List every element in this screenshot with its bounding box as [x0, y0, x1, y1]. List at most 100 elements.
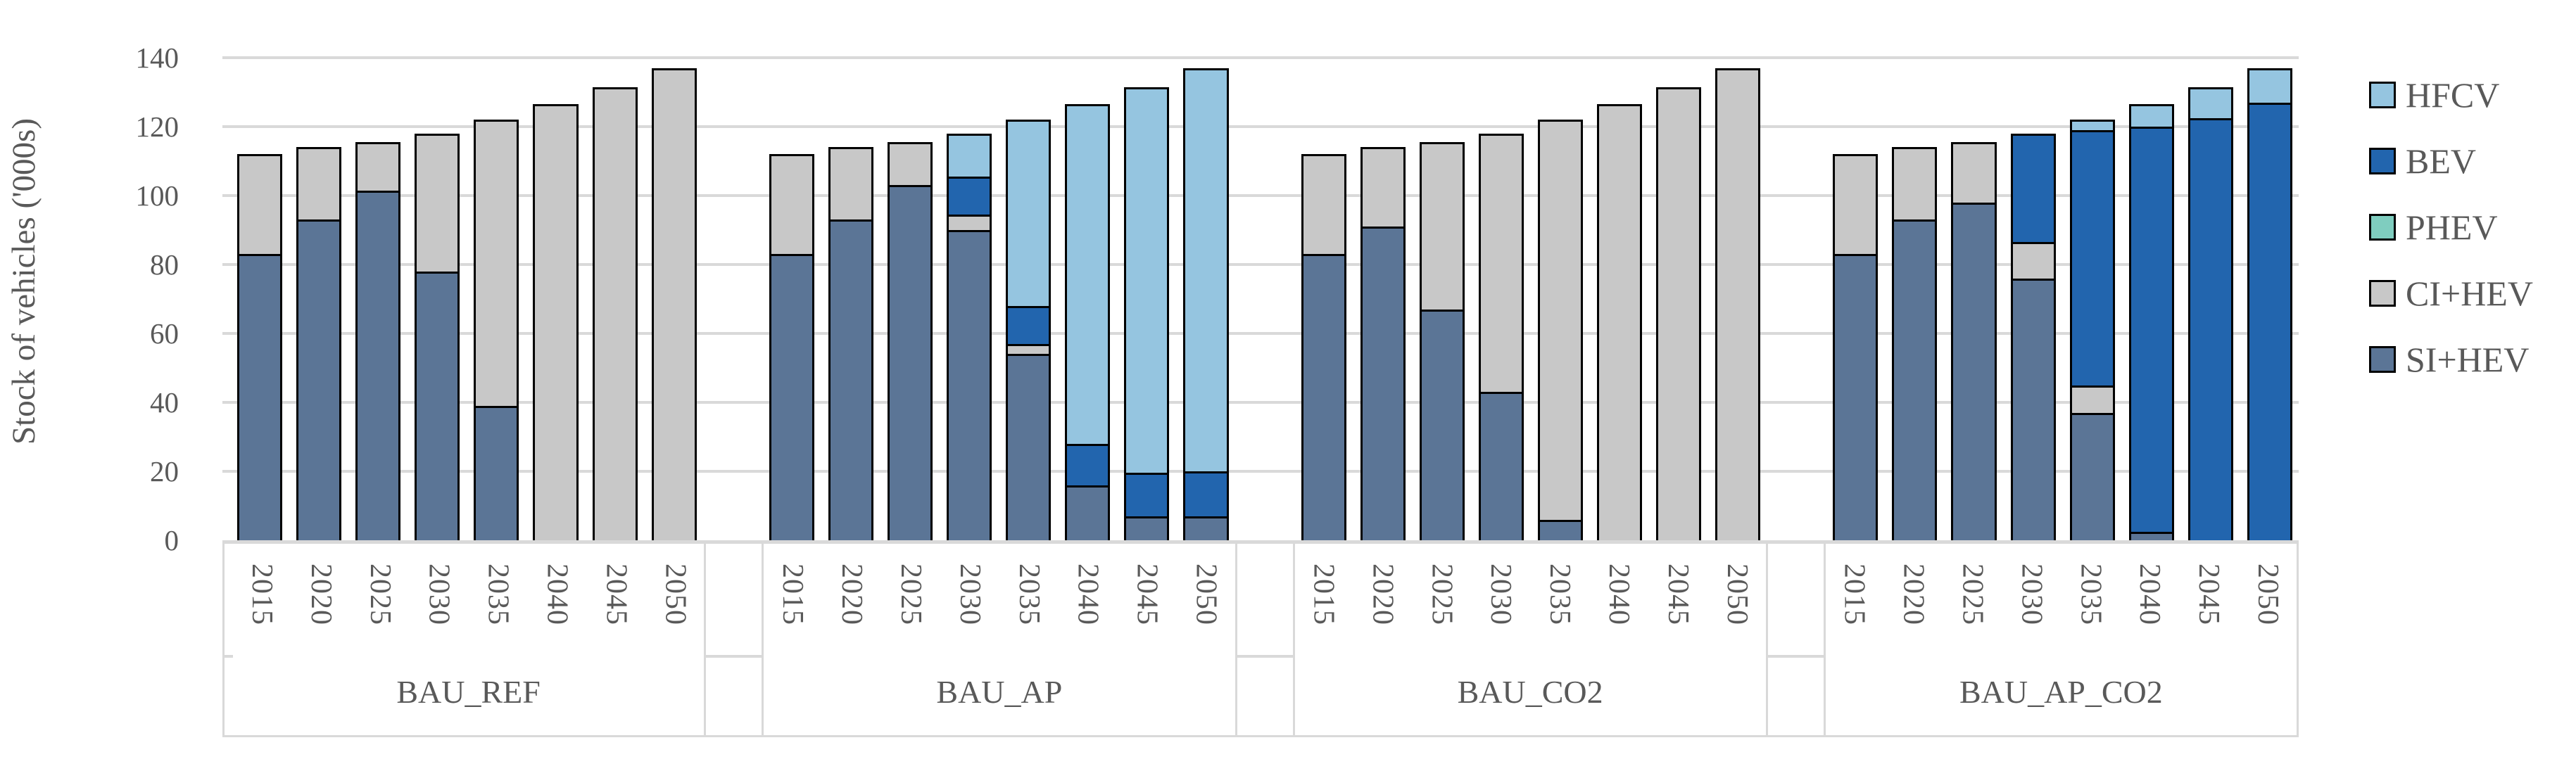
panel-BAU_AP: [763, 58, 1235, 540]
bar-BAU_AP_CO2-2040: [2128, 104, 2174, 540]
y-tick-label-60: 60: [150, 317, 179, 350]
bar-BAU_CO2-2015: [1301, 154, 1346, 540]
bar-segment-CI+HEV: [1656, 87, 1702, 540]
year-label: 2035: [481, 563, 514, 625]
panel-BAU_REF: [231, 58, 703, 540]
bar-segment-BEV: [947, 177, 992, 215]
bar-segment-BEV: [2247, 102, 2292, 540]
bar-BAU_AP-2035: [1006, 120, 1052, 540]
year-label: 2040: [541, 563, 574, 625]
year-label-slot: 2020: [1891, 544, 1936, 658]
label-gap-cell: [1765, 544, 1826, 735]
bar-segment-SI+HEV: [2128, 531, 2174, 540]
bar-segment-SI+HEV: [1892, 219, 1938, 540]
year-label-slot: 2020: [1360, 544, 1405, 658]
bar-segment-CI+HEV: [2010, 242, 2056, 279]
plot-area: [222, 56, 2299, 540]
y-tick-label-120: 120: [135, 110, 179, 143]
year-label-slot: 2045: [1125, 544, 1170, 658]
tier-separator: [706, 544, 762, 658]
label-gap-cell: [1235, 544, 1295, 735]
bar-segment-BEV: [2069, 129, 2115, 386]
bar-segment-SI+HEV: [1951, 202, 1997, 540]
bars-layer: [222, 58, 2299, 540]
bar-BAU_AP-2025: [887, 142, 933, 540]
legend-swatch-BEV: [2369, 148, 2396, 174]
bar-BAU_CO2-2020: [1360, 147, 1406, 540]
gridline-100: [222, 194, 2299, 197]
bar-BAU_AP_CO2-2020: [1892, 147, 1938, 540]
year-labels-BAU_CO2: 2015 2020 2025 2030 2035 2040 2045 2050: [1295, 544, 1766, 658]
year-label: 2020: [835, 563, 869, 625]
bar-segment-BEV: [1065, 443, 1111, 485]
gridline-60: [222, 332, 2299, 335]
legend-swatch-CI+HEV: [2369, 280, 2396, 307]
legend: HFCV BEV PHEV CI+HEV SI+HEV: [2369, 62, 2533, 393]
bar-BAU_REF-2020: [296, 147, 342, 540]
gridline-40: [222, 401, 2299, 404]
year-label: 2030: [1484, 563, 1517, 625]
y-tick-label-80: 80: [150, 248, 179, 281]
bar-segment-CI+HEV: [947, 214, 992, 230]
bar-segment-SI+HEV: [2010, 278, 2056, 540]
year-label: 2025: [1956, 563, 1989, 625]
bar-segment-CI+HEV: [769, 154, 814, 255]
legend-label-HFCV: HFCV: [2406, 75, 2500, 115]
year-label: 2030: [2015, 563, 2048, 625]
bar-segment-CI+HEV: [474, 120, 519, 406]
year-label-slot: 2030: [1478, 544, 1523, 658]
bar-segment-CI+HEV: [651, 68, 697, 540]
bar-segment-SI+HEV: [887, 185, 933, 540]
year-label-slot: 2035: [1006, 544, 1052, 658]
bar-segment-HFCV: [1006, 120, 1052, 306]
year-label: 2025: [363, 563, 396, 625]
label-cell-BAU_REF: 2015 2020 2025 2030 2035 2040 2045 2050 BAU_REF: [233, 544, 704, 735]
year-label-slot: 2050: [2245, 544, 2290, 658]
bar-segment-CI+HEV: [1715, 68, 1761, 540]
label-lead-cell: [225, 544, 233, 735]
legend-label-BEV: BEV: [2406, 141, 2476, 181]
year-label: 2015: [245, 563, 278, 625]
bar-segment-SI+HEV: [1419, 309, 1465, 540]
gridline-20: [222, 470, 2299, 473]
year-label-slot: 2050: [1184, 544, 1229, 658]
bar-BAU_REF-2015: [237, 154, 283, 540]
bar-segment-HFCV: [2247, 68, 2292, 103]
bar-segment-SI+HEV: [296, 219, 342, 540]
legend-item-SI+HEV: SI+HEV: [2369, 326, 2533, 393]
panel-gap: [1235, 58, 1295, 540]
bar-BAU_AP_CO2-2045: [2187, 87, 2233, 540]
y-tick-label-100: 100: [135, 179, 179, 212]
bar-segment-HFCV: [2187, 87, 2233, 118]
legend-swatch-HFCV: [2369, 82, 2396, 108]
scenario-label-BAU_CO2: BAU_CO2: [1457, 673, 1603, 710]
bar-segment-SI+HEV: [828, 219, 873, 540]
bar-segment-CI+HEV: [237, 154, 283, 255]
bar-segment-CI+HEV: [1596, 104, 1643, 540]
bar-BAU_REF-2050: [651, 68, 697, 540]
year-label: 2035: [1012, 563, 1045, 625]
bar-segment-CI+HEV: [1478, 133, 1524, 393]
bar-segment-BEV: [1006, 305, 1052, 344]
bar-BAU_AP-2020: [828, 147, 873, 540]
bar-segment-SI+HEV: [769, 254, 814, 540]
year-label: 2020: [304, 563, 337, 625]
year-label: 2050: [1189, 563, 1223, 625]
year-label: 2025: [1425, 563, 1458, 625]
year-label: 2025: [895, 563, 928, 625]
bar-BAU_CO2-2025: [1419, 142, 1465, 540]
tier-separator: [1767, 544, 1824, 658]
year-label: 2045: [1130, 563, 1163, 625]
year-label-slot: 2040: [1066, 544, 1111, 658]
bar-segment-BEV: [2010, 133, 2056, 243]
panel-BAU_CO2: [1295, 58, 1767, 540]
bar-segment-CI+HEV: [533, 104, 579, 540]
year-label: 2045: [600, 563, 633, 625]
bar-segment-CI+HEV: [592, 87, 638, 540]
year-label: 2045: [1661, 563, 1694, 625]
year-label: 2040: [1602, 563, 1635, 625]
legend-item-BEV: BEV: [2369, 128, 2533, 194]
year-label: 2040: [2133, 563, 2166, 625]
bar-segment-SI+HEV: [1301, 254, 1346, 540]
